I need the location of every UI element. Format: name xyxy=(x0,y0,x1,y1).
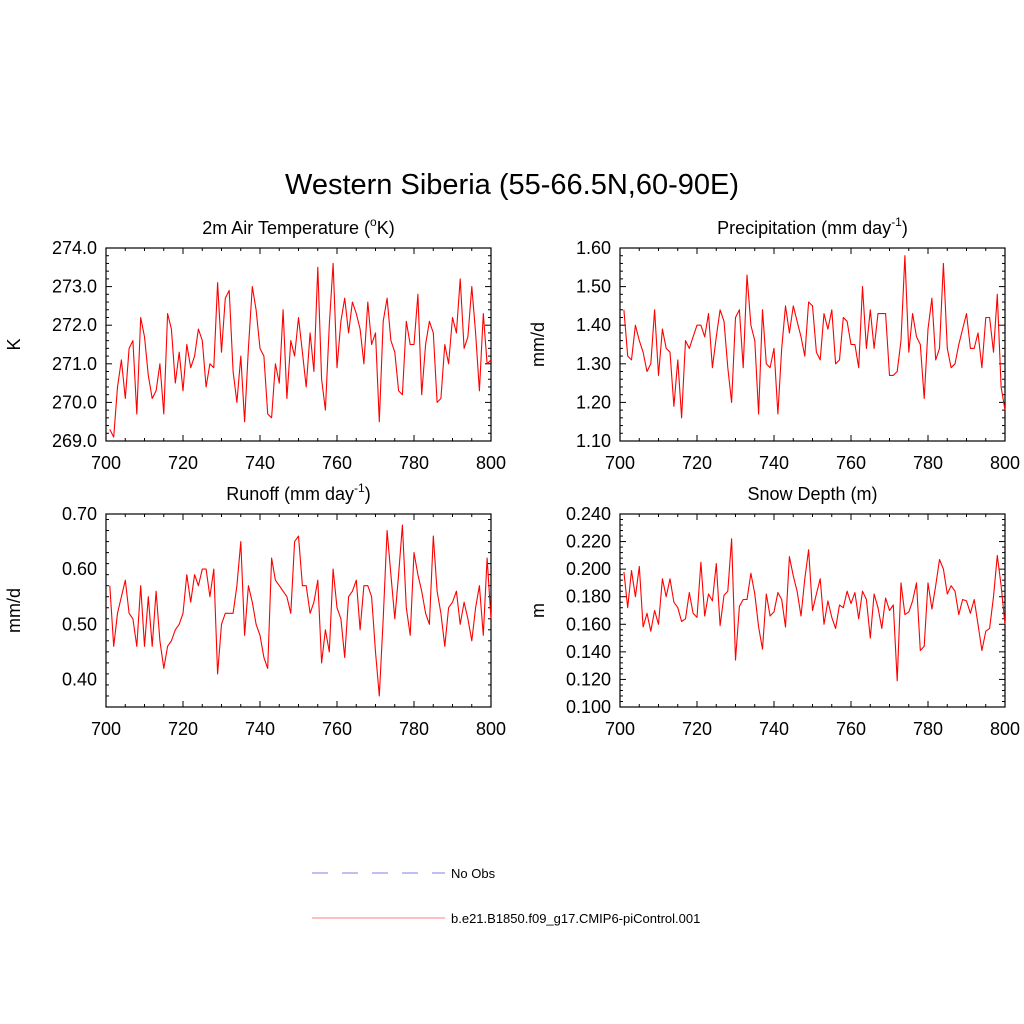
panel-title-text: 2m Air Temperature ( xyxy=(202,218,370,238)
x-tick-label: 760 xyxy=(836,719,866,739)
panel-title: 2m Air Temperature (oK) xyxy=(202,215,394,238)
y-axis-label: mm/d xyxy=(528,322,548,367)
y-axis-label: mm/d xyxy=(4,588,24,633)
x-tick-label: 720 xyxy=(168,719,198,739)
y-tick-label: 270.0 xyxy=(52,392,97,412)
panel-title: Precipitation (mm day-1) xyxy=(717,215,908,238)
y-tick-label: 272.0 xyxy=(52,315,97,335)
y-tick-label: 1.50 xyxy=(576,277,611,297)
series-line xyxy=(109,524,492,697)
x-tick-label: 800 xyxy=(476,719,506,739)
x-tick-label: 760 xyxy=(322,453,352,473)
legend-label-model: b.e21.B1850.f09_g17.CMIP6-piControl.001 xyxy=(451,911,700,926)
x-tick-label: 700 xyxy=(91,453,121,473)
y-tick-label: 0.60 xyxy=(62,559,97,579)
y-tick-label: 0.120 xyxy=(566,669,611,689)
y-tick-label: 1.10 xyxy=(576,431,611,451)
series-line xyxy=(623,538,1006,682)
panel-title-tail: K) xyxy=(377,218,395,238)
x-tick-label: 780 xyxy=(399,453,429,473)
series-line xyxy=(623,255,1006,419)
y-tick-label: 269.0 xyxy=(52,431,97,451)
x-tick-label: 760 xyxy=(836,453,866,473)
legend: No Obs b.e21.B1850.f09_g17.CMIP6-piContr… xyxy=(312,866,700,926)
y-tick-label: 273.0 xyxy=(52,277,97,297)
y-tick-label: 271.0 xyxy=(52,354,97,374)
panel-title-superscript: o xyxy=(370,215,377,229)
panel-title-superscript: -1 xyxy=(891,215,902,229)
y-tick-label: 274.0 xyxy=(52,238,97,258)
y-axis-label: m xyxy=(528,603,548,618)
x-tick-label: 800 xyxy=(476,453,506,473)
legend-label-no-obs: No Obs xyxy=(451,866,496,881)
x-tick-label: 720 xyxy=(682,719,712,739)
y-tick-label: 0.50 xyxy=(62,614,97,634)
x-tick-label: 780 xyxy=(913,453,943,473)
x-tick-label: 740 xyxy=(245,453,275,473)
panel-title: Snow Depth (m) xyxy=(747,484,877,504)
y-axis-label: K xyxy=(4,338,24,350)
x-tick-label: 760 xyxy=(322,719,352,739)
x-tick-label: 700 xyxy=(91,719,121,739)
panel-title-tail: ) xyxy=(902,218,908,238)
y-tick-label: 0.160 xyxy=(566,614,611,634)
x-tick-label: 800 xyxy=(990,719,1020,739)
y-tick-label: 0.40 xyxy=(62,669,97,689)
x-tick-label: 780 xyxy=(913,719,943,739)
y-tick-label: 1.40 xyxy=(576,315,611,335)
x-tick-label: 740 xyxy=(759,453,789,473)
y-tick-label: 1.30 xyxy=(576,354,611,374)
panel-title-superscript: -1 xyxy=(354,481,365,495)
panel-title: Runoff (mm day-1) xyxy=(226,481,370,504)
y-tick-label: 1.60 xyxy=(576,238,611,258)
x-tick-label: 800 xyxy=(990,453,1020,473)
panel-title-text: Precipitation (mm day xyxy=(717,218,891,238)
series-line xyxy=(109,262,492,438)
panel-title-text: Runoff (mm day xyxy=(226,484,354,504)
panel-title-tail: ) xyxy=(365,484,371,504)
panel-air-temperature: 700 720 740 760 780 800 269.0 270.0 271.0 272.0 27… xyxy=(4,215,506,473)
x-tick-label: 780 xyxy=(399,719,429,739)
x-tick-label: 720 xyxy=(682,453,712,473)
y-tick-label: 0.140 xyxy=(566,642,611,662)
panel-title-text: Snow Depth (m) xyxy=(747,484,877,504)
figure-title: Western Siberia (55-66.5N,60-90E) xyxy=(285,169,739,201)
y-tick-label: 0.100 xyxy=(566,697,611,717)
x-tick-label: 740 xyxy=(759,719,789,739)
panel-snow-depth: 700 720 740 760 780 800 0.100 0.120 0.140 0.160 0.… xyxy=(528,484,1020,739)
x-tick-label: 700 xyxy=(605,453,635,473)
y-tick-label: 0.200 xyxy=(566,559,611,579)
panel-runoff: 700 720 740 760 780 800 0.40 0.50 0.60 0.70 mm/d Ru… xyxy=(4,481,506,739)
y-tick-label: 0.220 xyxy=(566,532,611,552)
y-tick-label: 0.180 xyxy=(566,587,611,607)
panels: 700 720 740 760 780 800 269.0 270.0 271.0 272.0 27… xyxy=(4,215,1020,739)
y-tick-label: 0.70 xyxy=(62,504,97,524)
x-tick-label: 700 xyxy=(605,719,635,739)
x-tick-label: 740 xyxy=(245,719,275,739)
y-tick-label: 0.240 xyxy=(566,504,611,524)
x-tick-label: 720 xyxy=(168,453,198,473)
y-tick-label: 1.20 xyxy=(576,392,611,412)
panel-precipitation: 700 720 740 760 780 800 1.10 1.20 1.30 1.40 1.50 1.… xyxy=(528,215,1020,473)
